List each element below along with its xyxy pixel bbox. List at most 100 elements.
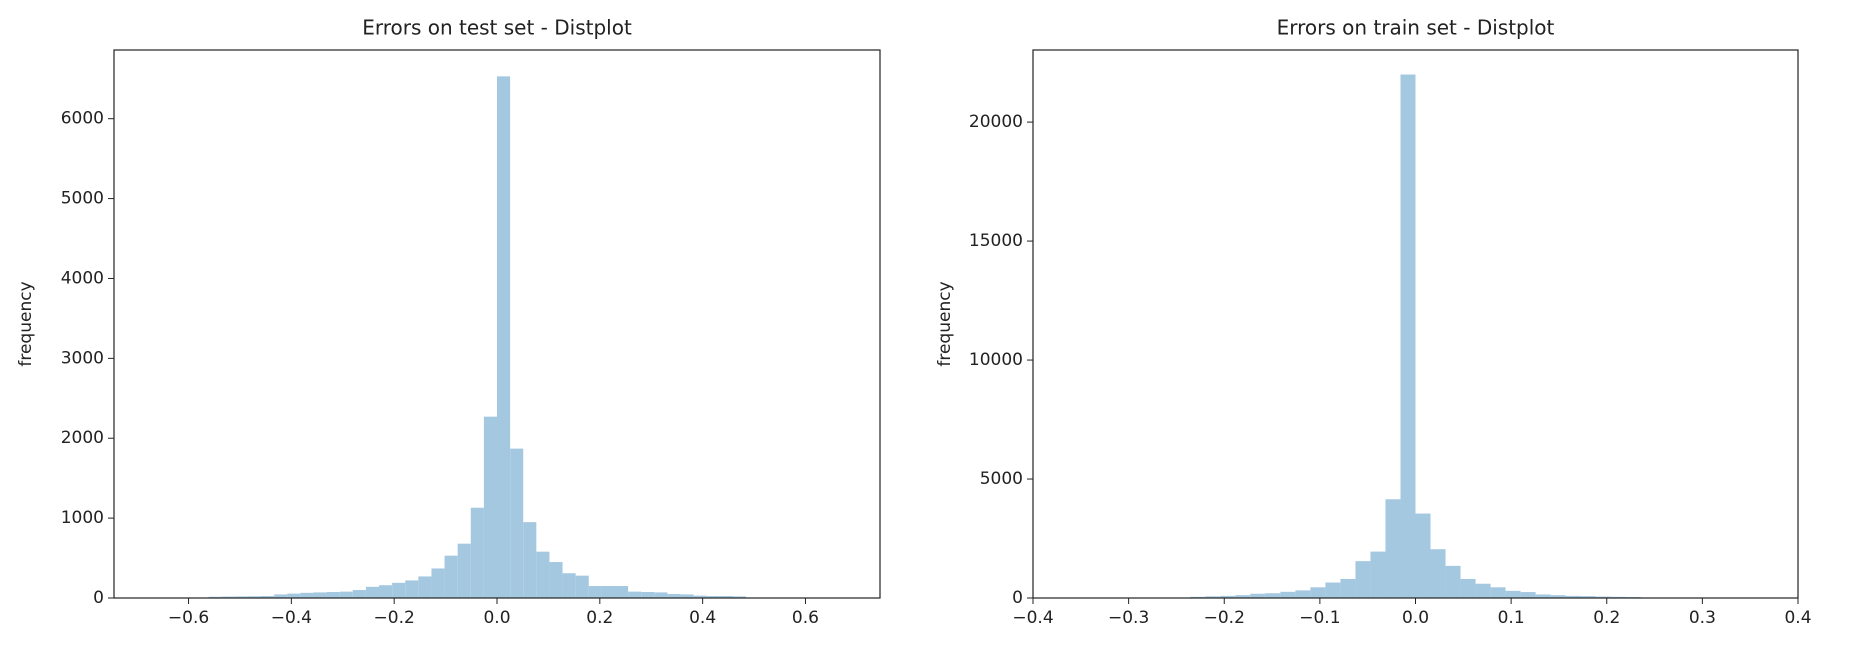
bar [1490, 587, 1506, 598]
chart-title: Errors on train set - Distplot [1277, 16, 1555, 40]
bar [352, 590, 366, 598]
y-tick-label: 15000 [969, 231, 1023, 251]
bar [1565, 595, 1581, 598]
bar [405, 580, 419, 598]
bar [1475, 583, 1491, 598]
bar [247, 596, 262, 598]
bar [1250, 593, 1266, 598]
x-tick-label: 0.0 [1402, 608, 1429, 628]
bar [483, 416, 497, 598]
x-tick-label: 0.3 [1689, 608, 1716, 628]
bar [431, 568, 445, 598]
bar [654, 592, 668, 598]
bar [418, 576, 432, 598]
bar [1550, 595, 1566, 598]
x-tick-label: 0.1 [1498, 608, 1525, 628]
y-tick-label: 10000 [969, 350, 1023, 370]
bar [628, 591, 642, 598]
bar [588, 586, 602, 598]
bar [339, 591, 353, 598]
bar [1580, 596, 1596, 598]
bar [313, 592, 327, 598]
bar [693, 595, 707, 598]
bar [497, 76, 511, 599]
x-tick-label: −0.1 [1299, 608, 1340, 628]
bar [1265, 593, 1281, 598]
bar [1415, 513, 1431, 598]
y-tick-label: 4000 [61, 268, 104, 288]
y-axis-label: frequency [935, 281, 955, 366]
x-tick-label: 0.4 [1784, 608, 1811, 628]
y-tick-label: 3000 [61, 348, 104, 368]
bar [1505, 590, 1521, 598]
bar [1460, 578, 1476, 598]
bar [536, 551, 550, 598]
bar [1430, 549, 1446, 598]
bar [300, 592, 314, 598]
bar [706, 596, 720, 598]
bar [1355, 561, 1371, 598]
x-tick-label: 0.0 [483, 608, 510, 628]
bar [614, 586, 629, 598]
x-tick-label: −0.2 [374, 608, 415, 628]
y-tick-label: 1000 [61, 508, 104, 528]
bar [1370, 551, 1386, 598]
chart-title: Errors on test set - Distplot [362, 16, 632, 40]
y-tick-label: 0 [93, 588, 104, 608]
bar [575, 575, 589, 598]
bar [510, 448, 524, 598]
bar [1595, 596, 1611, 598]
bar [1520, 592, 1536, 598]
x-tick-label: −0.6 [168, 608, 209, 628]
bar [719, 596, 733, 598]
bar [1445, 565, 1461, 598]
bar [1295, 590, 1311, 598]
bar [1220, 595, 1236, 598]
bar [457, 543, 471, 598]
x-tick-label: 0.2 [586, 608, 613, 628]
bar [641, 592, 655, 598]
y-tick-label: 5000 [61, 189, 104, 209]
y-tick-label: 20000 [969, 112, 1023, 132]
bar [444, 555, 458, 598]
bar [1310, 587, 1326, 598]
x-tick-label: −0.3 [1108, 608, 1149, 628]
bar [287, 593, 301, 598]
bar [274, 594, 288, 598]
bar [234, 596, 248, 598]
bar [365, 586, 380, 598]
y-tick-label: 5000 [980, 469, 1023, 489]
x-tick-label: −0.4 [1012, 608, 1053, 628]
x-tick-label: 0.2 [1593, 608, 1620, 628]
x-tick-label: −0.4 [271, 608, 312, 628]
bar [326, 592, 340, 598]
bar [1280, 591, 1296, 598]
bar [1235, 595, 1251, 598]
bar [667, 594, 681, 598]
bar [1325, 582, 1341, 598]
bar [1535, 594, 1551, 598]
bar [523, 522, 537, 598]
y-axis-label: frequency [16, 281, 36, 366]
bar [1340, 578, 1356, 598]
bar [379, 585, 393, 598]
bar [392, 582, 406, 598]
y-tick-label: 6000 [61, 109, 104, 129]
bar [470, 507, 484, 598]
y-tick-label: 0 [1012, 588, 1023, 608]
bar [1400, 74, 1416, 598]
bar [261, 596, 275, 598]
bar [732, 596, 747, 598]
bar [601, 586, 615, 598]
bar [680, 594, 694, 598]
bar [562, 573, 576, 598]
bar [221, 596, 235, 598]
x-tick-label: 0.4 [689, 608, 716, 628]
x-tick-label: 0.6 [792, 608, 819, 628]
bar [1205, 596, 1221, 598]
y-tick-label: 2000 [61, 428, 104, 448]
bar [1385, 499, 1401, 598]
x-tick-label: −0.2 [1204, 608, 1245, 628]
